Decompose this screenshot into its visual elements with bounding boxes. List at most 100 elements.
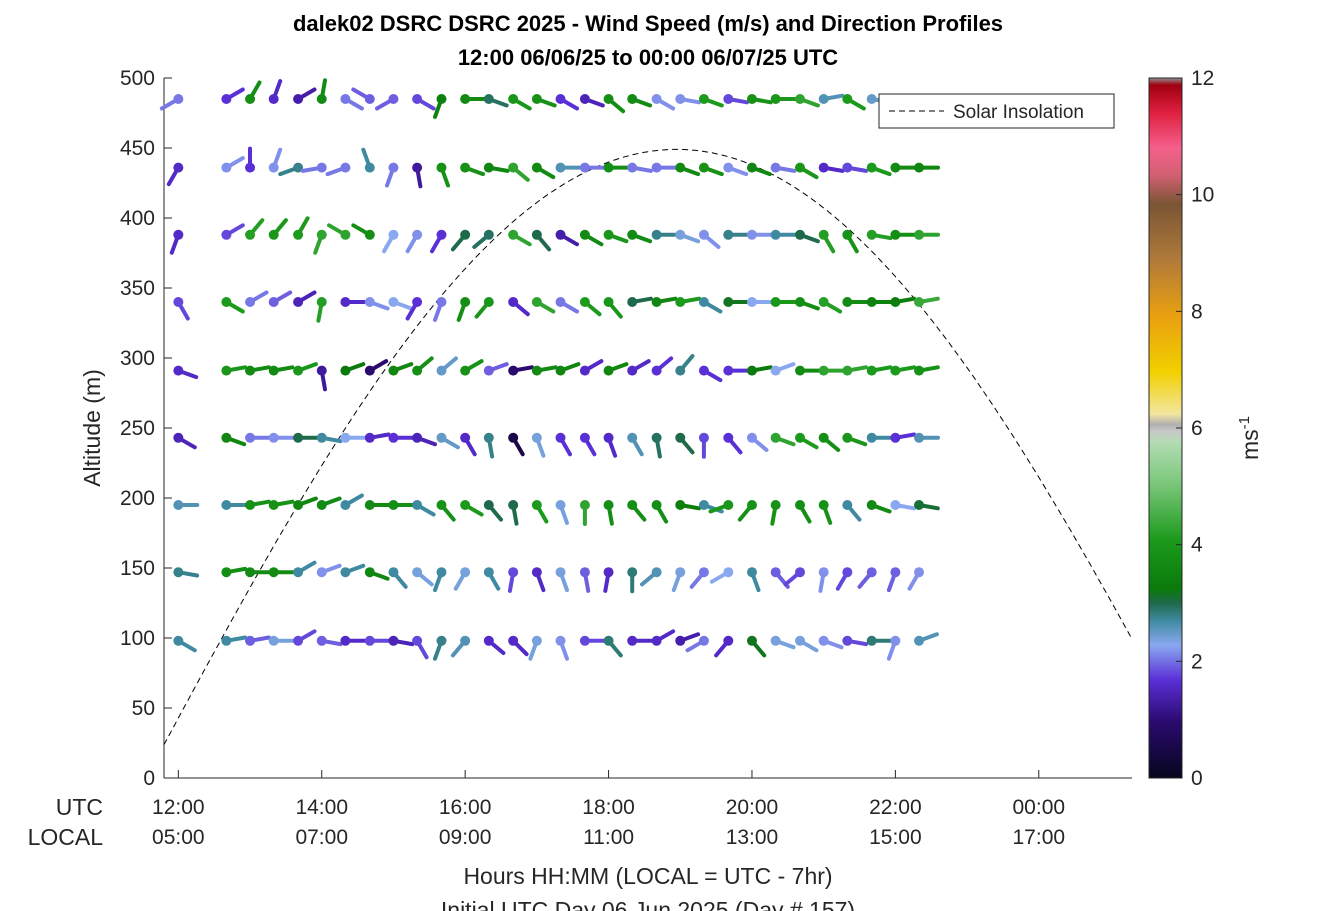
footer-day-label: Initial UTC Day 06 Jun 2025 (Day # 157)	[441, 897, 855, 911]
wind-barb-dot	[698, 432, 709, 443]
wind-barb-dot	[603, 500, 614, 510]
wind-barb-dot	[603, 162, 614, 173]
wind-barb-dot	[651, 297, 662, 307]
wind-barb-dot	[531, 94, 542, 104]
wind-barb-dot	[842, 500, 853, 510]
wind-barb-dot	[483, 635, 494, 646]
wind-barb-dot	[627, 94, 638, 104]
colorbar-label-superscript: -1	[1236, 416, 1253, 429]
wind-barb-dot	[746, 297, 757, 307]
wind-barb-dot	[579, 94, 590, 104]
wind-barb-dot	[651, 229, 662, 240]
wind-barb-dot	[293, 229, 304, 240]
wind-barb-dot	[173, 297, 184, 307]
wind-barb-dot	[245, 297, 256, 307]
wind-barb-dot	[627, 500, 638, 510]
wind-barb-dot	[483, 365, 494, 376]
wind-barb-dot	[890, 297, 901, 307]
wind-barb-dot	[723, 297, 734, 307]
wind-barb-dot	[842, 229, 853, 240]
wind-barb-dot	[795, 365, 806, 376]
wind-barb-dot	[555, 567, 566, 578]
legend: Solar Insolation	[878, 93, 1115, 129]
wind-barb-dot	[364, 297, 375, 307]
wind-barb-dot	[221, 162, 232, 173]
wind-barb-dot	[555, 500, 566, 510]
wind-barb-dot	[890, 162, 901, 173]
wind-barb-dot	[483, 94, 494, 104]
wind-barb-dot	[508, 432, 519, 443]
wind-barb-dot	[698, 229, 709, 240]
wind-barb-dot	[436, 94, 447, 104]
wind-barb-dot	[914, 567, 925, 578]
wind-barb-dot	[245, 635, 256, 646]
wind-barb-dot	[555, 365, 566, 376]
wind-barb-dot	[221, 432, 232, 443]
x-tick-label-utc: 18:00	[582, 796, 635, 819]
wind-barb-dot	[795, 567, 806, 578]
wind-barb-dot	[723, 500, 734, 510]
wind-barb-dot	[173, 229, 184, 240]
wind-barb-dot	[388, 297, 399, 307]
wind-barb-dot	[795, 162, 806, 173]
y-tick-label: 500	[120, 67, 155, 90]
wind-barb-dot	[555, 94, 566, 104]
local-row-label: LOCAL	[28, 824, 104, 850]
wind-barb-dot	[651, 94, 662, 104]
wind-barb-dot	[795, 229, 806, 240]
wind-barb-dot	[173, 500, 184, 510]
wind-barb-dot	[364, 229, 375, 240]
wind-barb-dot	[293, 432, 304, 443]
wind-barb-dot	[316, 567, 327, 578]
wind-barb-dot	[746, 365, 757, 376]
wind-barb-dot	[627, 567, 638, 578]
wind-barb-dot	[746, 229, 757, 240]
y-tick-label: 400	[120, 207, 155, 230]
wind-barb-dot	[627, 365, 638, 376]
wind-barb-dot	[698, 365, 709, 376]
wind-barb-dot	[603, 432, 614, 443]
wind-barb-dot	[388, 229, 399, 240]
wind-barb-dot	[221, 94, 232, 104]
wind-barb-dot	[603, 229, 614, 240]
wind-barb-dot	[914, 297, 925, 307]
x-tick-label-local: 11:00	[583, 826, 634, 849]
wind-barb-dot	[436, 297, 447, 307]
wind-barb-dot	[340, 567, 351, 578]
wind-barb-dot	[746, 162, 757, 173]
wind-barb-dot	[770, 500, 781, 510]
wind-barb-dot	[914, 365, 925, 376]
wind-barb-dot	[412, 94, 423, 104]
wind-barb-dot	[579, 297, 590, 307]
wind-barb-dot	[508, 635, 519, 646]
wind-barb-dot	[531, 229, 542, 240]
x-tick-label-utc: 20:00	[726, 796, 779, 819]
wind-barb-dot	[818, 162, 829, 173]
wind-barb-dot	[555, 162, 566, 173]
wind-barb-dot	[221, 567, 232, 578]
wind-barb-dot	[770, 297, 781, 307]
wind-barb-dot	[866, 500, 877, 510]
wind-barb-dot	[866, 635, 877, 646]
wind-barb-dot	[579, 635, 590, 646]
wind-barb-dot	[675, 162, 686, 173]
legend-box	[878, 93, 1115, 129]
x-tick-label-utc: 00:00	[1013, 796, 1066, 819]
wind-barb-dot	[508, 162, 519, 173]
wind-barb-dot	[914, 500, 925, 510]
wind-barb-dot	[555, 635, 566, 646]
wind-barb-dot	[723, 567, 734, 578]
colorbar-tick-label: 8	[1191, 300, 1203, 323]
wind-barb-dot	[603, 297, 614, 307]
wind-barb-dot	[627, 162, 638, 173]
wind-barb-dot	[579, 500, 590, 510]
wind-barb-dot	[675, 365, 686, 376]
wind-barb-dot	[483, 567, 494, 578]
wind-barb-dot	[770, 567, 781, 578]
wind-barb-dot	[603, 635, 614, 646]
wind-barb-dot	[173, 635, 184, 646]
wind-barb-dot	[268, 432, 279, 443]
wind-barb-dot	[268, 500, 279, 510]
y-tick-label: 450	[120, 137, 155, 160]
y-tick-label: 250	[120, 417, 155, 440]
